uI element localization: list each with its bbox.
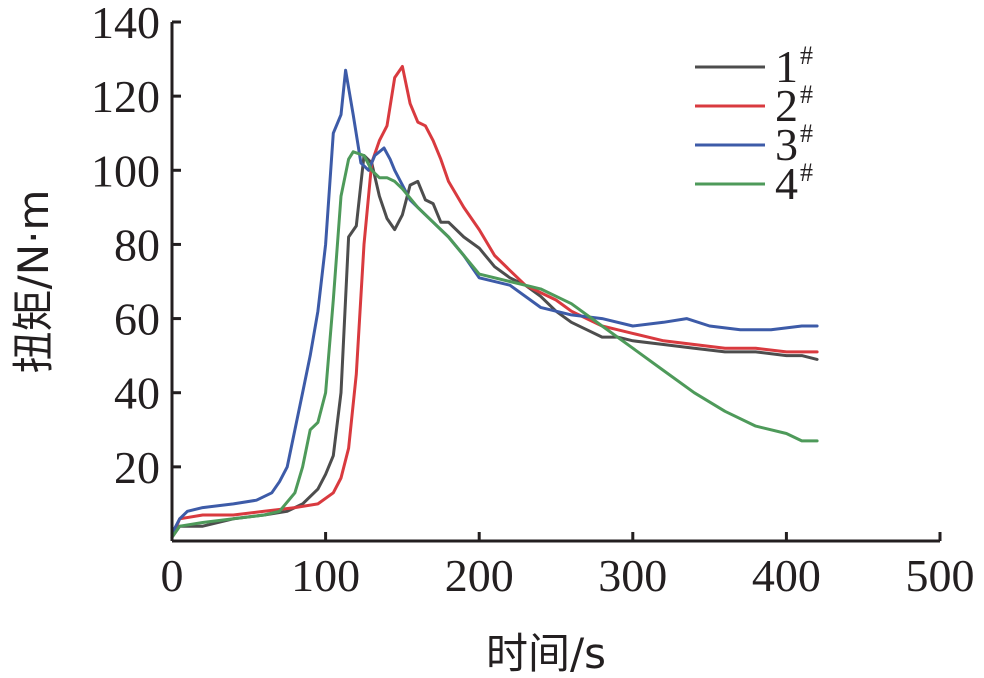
x-tick-label: 200 (445, 550, 514, 601)
legend-label-4: 4# (775, 158, 813, 209)
x-tick-label: 100 (291, 550, 360, 601)
y-tick-label: 120 (91, 71, 160, 122)
y-tick-label: 80 (114, 219, 160, 270)
tick-layer: 0 100 200 300 400 500 20 40 60 80 100 120 140 (91, 0, 975, 601)
series-line-1 (170, 154, 819, 539)
y-tick-label: 60 (114, 294, 160, 345)
y-axis-title: 扭矩/N·m (9, 190, 58, 374)
x-tick-label: 0 (161, 550, 184, 601)
series-line-3 (170, 68, 819, 536)
series-line-2 (170, 65, 819, 539)
x-tick-label: 400 (752, 550, 821, 601)
y-tick-label: 100 (91, 145, 160, 196)
y-tick-label: 40 (114, 368, 160, 419)
y-tick-label: 20 (114, 442, 160, 493)
series-layer (170, 65, 819, 539)
series-line-4 (170, 150, 819, 539)
x-tick-label: 300 (598, 550, 667, 601)
axes-layer (170, 22, 940, 543)
y-tick-label: 140 (91, 0, 160, 48)
x-axis-title: 时间/s (486, 629, 606, 678)
legend: 1#2#3#4# (695, 41, 813, 209)
x-tick-label: 500 (906, 550, 975, 601)
